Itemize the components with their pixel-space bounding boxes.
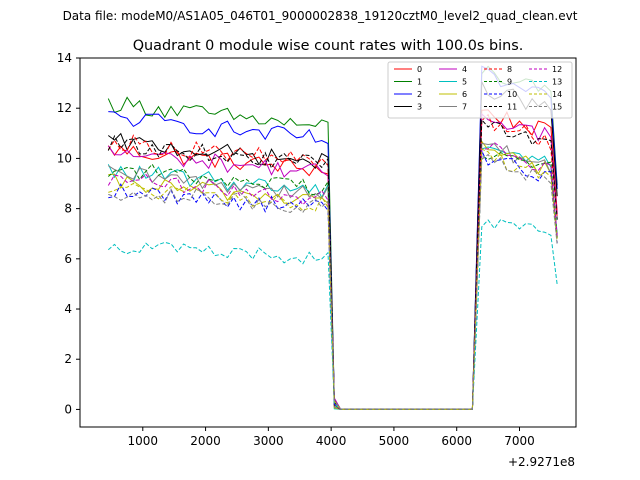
x-tick-label: 5000 (379, 434, 410, 448)
series-line-11 (107, 118, 558, 410)
legend-label-12: 12 (552, 65, 562, 74)
legend-label-10: 10 (507, 90, 517, 99)
legend-label-5: 5 (462, 78, 467, 87)
y-tick-label: 8 (64, 202, 72, 216)
legend-label-14: 14 (552, 90, 562, 99)
x-tick-label: 1000 (128, 434, 159, 448)
legend-label-11: 11 (507, 103, 517, 112)
x-tick-label: 2000 (190, 434, 221, 448)
legend-label-8: 8 (507, 65, 512, 74)
legend-label-1: 1 (417, 78, 422, 87)
legend-label-15: 15 (552, 103, 562, 112)
y-axis: 0 2 4 6 8 10 12 14 (57, 51, 80, 416)
x-tick-label: 3000 (253, 434, 284, 448)
x-tick-label: 6000 (441, 434, 472, 448)
axes-frame (79, 57, 577, 428)
x-offset-label: +2.9271e8 (508, 455, 575, 469)
legend-label-7: 7 (462, 103, 467, 112)
legend-label-6: 6 (462, 90, 467, 99)
y-tick-label: 10 (57, 151, 72, 165)
y-tick-label: 4 (64, 302, 72, 316)
y-tick-label: 6 (64, 252, 72, 266)
legend-label-4: 4 (462, 65, 467, 74)
legend-label-3: 3 (417, 103, 422, 112)
y-tick-label: 14 (57, 51, 72, 65)
legend-label-0: 0 (417, 65, 422, 74)
series-line-13 (107, 218, 558, 410)
legend-label-9: 9 (507, 78, 512, 87)
chart-title: Quadrant 0 module wise count rates with … (133, 38, 524, 54)
x-axis: 1000 2000 3000 4000 5000 6000 7000 (128, 427, 535, 448)
legend-label-13: 13 (552, 78, 562, 87)
y-tick-label: 2 (64, 352, 72, 366)
y-tick-label: 0 (64, 402, 72, 416)
series-line-15 (108, 153, 558, 410)
series-line-14 (108, 148, 558, 410)
figure-suptitle: Data file: modeM0/AS1A05_046T01_90000028… (63, 9, 578, 23)
legend-box (387, 61, 573, 119)
plot-area (107, 65, 558, 410)
legend-label-2: 2 (417, 90, 422, 99)
y-tick-label: 12 (57, 101, 72, 115)
x-tick-label: 4000 (316, 434, 347, 448)
x-tick-label: 7000 (504, 434, 535, 448)
